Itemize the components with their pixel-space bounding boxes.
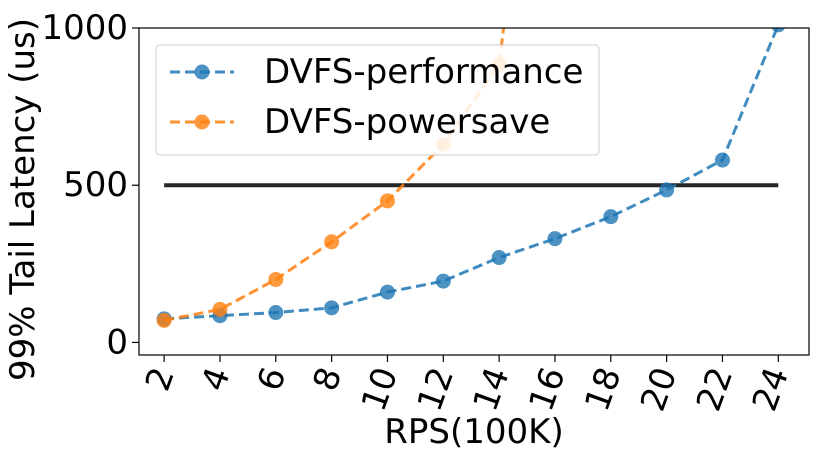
y-axis-label: 99% Tail Latency (us) (3, 18, 43, 381)
x-tick-label: 22 (689, 362, 741, 416)
x-axis-label: RPS(100K) (384, 412, 563, 452)
x-tick-label: 16 (521, 362, 573, 416)
series-line (164, 28, 779, 321)
chart-plot-layer (156, 0, 786, 328)
x-tick-label: 18 (577, 362, 629, 416)
y-tick-label: 1000 (41, 8, 128, 48)
data-point (379, 284, 395, 300)
y-tick-label: 500 (63, 165, 128, 205)
data-point (771, 28, 786, 33)
plot-frame (138, 27, 810, 356)
x-tick-label: 20 (633, 362, 685, 416)
legend: DVFS-performance DVFS-powersave (155, 44, 600, 156)
legend-label: DVFS-performance (264, 52, 583, 92)
x-tick-label: 24 (745, 362, 797, 416)
data-point (603, 209, 619, 225)
x-tick-label: 4 (194, 362, 239, 396)
x-tick-label: 10 (354, 362, 406, 416)
series-line (163, 28, 506, 322)
x-tick-label: 8 (305, 362, 350, 396)
data-point (212, 301, 228, 317)
data-point (379, 193, 395, 209)
x-tick-label: 14 (466, 362, 518, 416)
data-point (324, 234, 340, 250)
data-point (547, 231, 563, 247)
data-point (491, 250, 507, 266)
data-point (659, 182, 675, 198)
data-point (268, 272, 284, 288)
x-tick-label: 12 (410, 362, 462, 416)
legend-label: DVFS-powersave (264, 102, 550, 142)
data-point (500, 0, 515, 4)
y-tick-label: 0 (106, 322, 128, 362)
legend-box (155, 44, 600, 156)
data-point (268, 305, 284, 321)
data-point (156, 312, 172, 328)
data-point (435, 273, 451, 289)
x-tick-label: 2 (138, 362, 183, 396)
legend-marker (194, 114, 210, 130)
data-point (714, 152, 730, 168)
legend-marker (194, 64, 210, 80)
data-point (324, 300, 340, 316)
x-tick-label: 6 (250, 362, 295, 396)
series-dvfs-performance (156, 28, 786, 327)
